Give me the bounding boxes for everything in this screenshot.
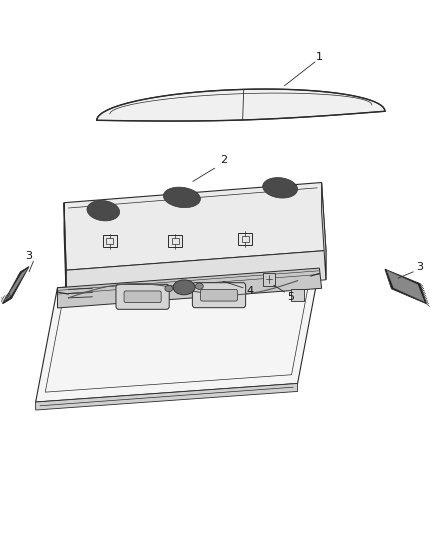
FancyBboxPatch shape (103, 235, 117, 247)
Polygon shape (3, 266, 29, 304)
FancyBboxPatch shape (291, 289, 304, 301)
Polygon shape (64, 182, 326, 270)
Text: 4: 4 (246, 286, 253, 296)
Polygon shape (321, 182, 326, 280)
Ellipse shape (195, 283, 203, 289)
Ellipse shape (173, 280, 195, 295)
Text: 3: 3 (25, 251, 32, 261)
Ellipse shape (165, 285, 173, 292)
Polygon shape (64, 203, 66, 300)
Polygon shape (387, 271, 424, 302)
Ellipse shape (263, 177, 297, 198)
Polygon shape (57, 268, 321, 308)
Text: 2: 2 (220, 155, 227, 165)
Polygon shape (35, 383, 297, 410)
FancyBboxPatch shape (238, 233, 252, 245)
Text: 3: 3 (417, 262, 424, 271)
Polygon shape (385, 269, 426, 304)
Polygon shape (97, 89, 385, 121)
Text: 5: 5 (287, 292, 294, 302)
FancyBboxPatch shape (168, 235, 182, 247)
Polygon shape (5, 269, 27, 301)
FancyBboxPatch shape (116, 284, 169, 309)
Polygon shape (35, 268, 319, 402)
Ellipse shape (163, 187, 201, 208)
FancyBboxPatch shape (201, 289, 237, 301)
Text: 1: 1 (316, 52, 323, 61)
FancyBboxPatch shape (124, 291, 161, 303)
Ellipse shape (87, 200, 120, 221)
FancyBboxPatch shape (263, 273, 276, 286)
FancyBboxPatch shape (192, 282, 246, 308)
Polygon shape (66, 251, 326, 300)
